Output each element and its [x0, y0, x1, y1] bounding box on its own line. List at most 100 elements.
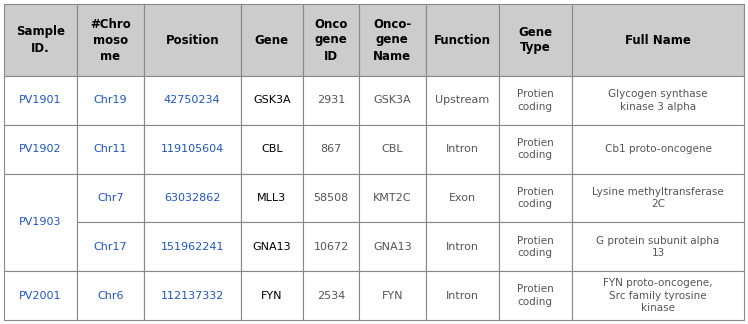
Text: Chr19: Chr19	[94, 95, 127, 105]
Bar	[572, 125, 744, 174]
Bar	[303, 174, 359, 222]
Text: Full Name: Full Name	[625, 33, 691, 47]
Text: Onco
gene
ID: Onco gene ID	[314, 17, 348, 63]
Text: Gene
Type: Gene Type	[518, 26, 553, 54]
Bar	[144, 4, 241, 76]
Text: G protein subunit alpha
13: G protein subunit alpha 13	[596, 236, 720, 258]
Text: Chr6: Chr6	[97, 291, 123, 301]
Bar	[359, 271, 426, 320]
Bar	[359, 4, 426, 76]
Bar	[499, 76, 572, 125]
Text: 58508: 58508	[313, 193, 349, 203]
Bar	[241, 76, 303, 125]
Text: Intron: Intron	[446, 144, 479, 154]
Bar	[241, 4, 303, 76]
Bar	[241, 174, 303, 222]
Text: 63032862: 63032862	[164, 193, 221, 203]
Text: Lysine methyltransferase
2C: Lysine methyltransferase 2C	[592, 187, 724, 209]
Bar	[426, 271, 499, 320]
Text: Protien
coding: Protien coding	[517, 236, 554, 258]
Text: CBL: CBL	[261, 144, 283, 154]
Text: GNA13: GNA13	[253, 242, 291, 252]
Text: FYN proto-oncogene,
Src family tyrosine
kinase: FYN proto-oncogene, Src family tyrosine …	[603, 278, 713, 313]
Bar	[499, 125, 572, 174]
Text: CBL: CBL	[381, 144, 403, 154]
Bar	[359, 76, 426, 125]
Text: Protien
coding: Protien coding	[517, 284, 554, 307]
Bar	[359, 174, 426, 222]
Bar	[572, 271, 744, 320]
Text: Sample
ID.: Sample ID.	[16, 26, 65, 54]
Bar	[499, 174, 572, 222]
Bar	[144, 271, 241, 320]
Bar	[426, 222, 499, 271]
Text: 10672: 10672	[313, 242, 349, 252]
Text: Exon: Exon	[449, 193, 476, 203]
Bar	[426, 4, 499, 76]
Text: FYN: FYN	[381, 291, 403, 301]
Bar	[572, 222, 744, 271]
Text: Chr7: Chr7	[97, 193, 124, 203]
Text: Gene: Gene	[255, 33, 289, 47]
Text: 867: 867	[320, 144, 342, 154]
Text: Protien
coding: Protien coding	[517, 138, 554, 160]
Bar	[303, 222, 359, 271]
Bar	[144, 76, 241, 125]
Bar	[77, 174, 144, 222]
Text: Chr17: Chr17	[94, 242, 127, 252]
Bar	[144, 222, 241, 271]
Bar	[426, 174, 499, 222]
Text: 112137332: 112137332	[161, 291, 224, 301]
Text: GSK3A: GSK3A	[253, 95, 291, 105]
Bar	[4, 125, 77, 174]
Bar	[241, 222, 303, 271]
Bar	[241, 271, 303, 320]
Bar	[303, 76, 359, 125]
Text: 151962241: 151962241	[161, 242, 224, 252]
Bar	[572, 4, 744, 76]
Bar	[426, 125, 499, 174]
Text: 119105604: 119105604	[161, 144, 224, 154]
Bar	[4, 4, 77, 76]
Text: Chr11: Chr11	[94, 144, 127, 154]
Bar	[77, 271, 144, 320]
Bar	[303, 4, 359, 76]
Bar	[303, 125, 359, 174]
Bar	[303, 271, 359, 320]
Bar	[359, 125, 426, 174]
Text: PV1903: PV1903	[19, 217, 62, 227]
Text: Position: Position	[165, 33, 219, 47]
Bar	[572, 76, 744, 125]
Text: Protien
coding: Protien coding	[517, 89, 554, 111]
Text: KMT2C: KMT2C	[373, 193, 411, 203]
Text: PV1901: PV1901	[19, 95, 62, 105]
Bar	[499, 271, 572, 320]
Text: Protien
coding: Protien coding	[517, 187, 554, 209]
Bar	[77, 222, 144, 271]
Bar	[499, 222, 572, 271]
Text: Upstream: Upstream	[435, 95, 489, 105]
Text: Cb1 proto-oncogene: Cb1 proto-oncogene	[604, 144, 711, 154]
Bar	[144, 174, 241, 222]
Text: FYN: FYN	[261, 291, 283, 301]
Bar	[4, 174, 77, 271]
Text: PV2001: PV2001	[19, 291, 62, 301]
Text: Onco-
gene
Name: Onco- gene Name	[373, 17, 411, 63]
Bar	[4, 76, 77, 125]
Text: 2931: 2931	[317, 95, 345, 105]
Text: GSK3A: GSK3A	[373, 95, 411, 105]
Text: GNA13: GNA13	[373, 242, 411, 252]
Text: 42750234: 42750234	[164, 95, 221, 105]
Text: Intron: Intron	[446, 291, 479, 301]
Bar	[77, 4, 144, 76]
Bar	[241, 125, 303, 174]
Text: Intron: Intron	[446, 242, 479, 252]
Bar	[144, 125, 241, 174]
Text: Function: Function	[434, 33, 491, 47]
Bar	[572, 174, 744, 222]
Text: MLL3: MLL3	[257, 193, 286, 203]
Bar	[426, 76, 499, 125]
Text: #Chro
moso
me: #Chro moso me	[90, 17, 131, 63]
Bar	[77, 76, 144, 125]
Text: Glycogen synthase
kinase 3 alpha: Glycogen synthase kinase 3 alpha	[608, 89, 708, 111]
